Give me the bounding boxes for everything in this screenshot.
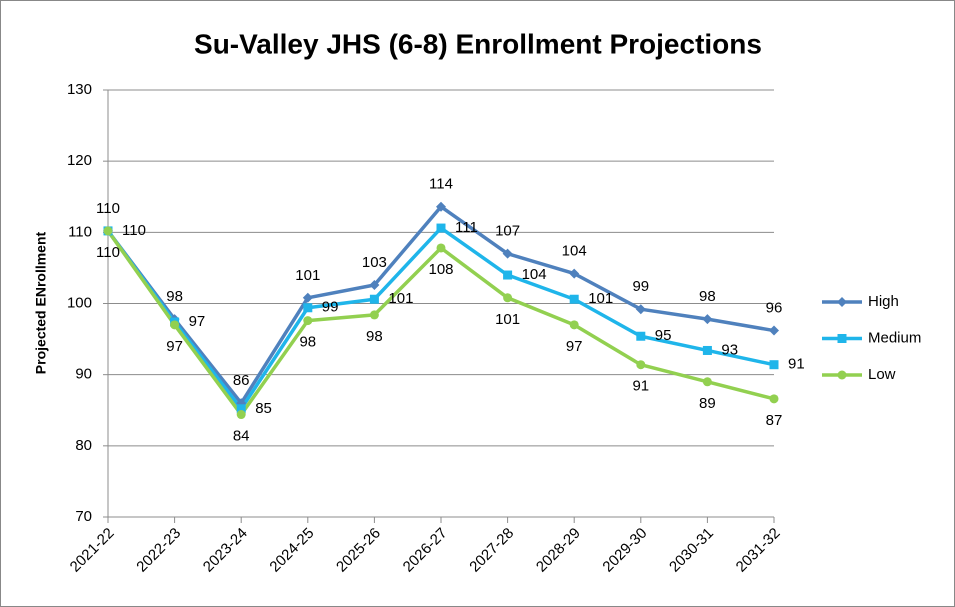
data-label: 110 [96,244,120,261]
data-label: 110 [122,222,146,239]
marker [636,331,646,341]
data-label: 99 [632,278,649,295]
data-label: 91 [632,378,649,395]
data-label: 97 [566,338,583,355]
data-label: 85 [255,400,272,417]
marker [702,377,712,387]
data-label: 108 [428,261,453,278]
data-label: 93 [721,341,738,358]
y-tick-label: 70 [75,508,92,525]
marker [236,404,246,414]
y-tick-label: 80 [75,437,92,454]
marker [103,226,113,236]
data-label: 95 [655,327,672,344]
marker [837,297,847,307]
marker [569,294,579,304]
legend-label: High [868,293,899,310]
data-label: 114 [429,176,453,193]
marker [636,360,646,370]
data-label: 96 [766,300,783,317]
marker [503,293,513,303]
marker [769,360,779,370]
marker [369,279,380,290]
legend-label: Medium [868,329,921,346]
legend-label: Low [868,366,896,383]
y-tick-label: 100 [67,294,92,311]
data-label: 98 [366,328,383,345]
marker [170,320,180,330]
marker [502,248,513,259]
marker [236,410,246,420]
marker [436,243,446,253]
marker [302,292,313,303]
marker [702,314,713,325]
marker [303,316,313,326]
data-label: 103 [362,254,387,271]
marker [436,223,446,233]
data-label: 101 [495,311,520,328]
y-tick-label: 110 [68,223,92,240]
data-label: 91 [788,356,805,373]
data-label: 111 [455,219,478,236]
data-label: 87 [766,412,783,429]
y-axis-label: Projected ENrollment [33,231,49,374]
y-tick-label: 130 [67,81,92,98]
marker [569,320,579,330]
data-label: 97 [166,338,183,355]
data-label: 89 [699,395,716,412]
marker [303,303,313,313]
marker [769,325,779,336]
data-label: 98 [699,288,716,305]
data-label: 97 [189,313,206,330]
data-label: 104 [522,266,547,283]
marker [837,334,847,343]
data-label: 98 [166,288,183,305]
data-label: 101 [295,267,320,284]
chart-title: Su-Valley JHS (6-8) Enrollment Projectio… [194,28,762,59]
data-label: 84 [233,427,250,444]
data-label: 101 [388,290,413,307]
data-label: 101 [588,290,613,307]
data-label: 98 [299,334,316,351]
marker [369,310,379,320]
data-label: 104 [562,243,587,260]
marker [769,394,779,404]
marker [436,201,446,212]
marker [569,268,580,279]
y-tick-label: 120 [67,152,92,169]
marker [837,370,847,380]
data-label: 107 [495,223,520,240]
marker [702,345,712,355]
data-label: 110 [96,200,120,217]
marker [369,294,379,304]
marker [503,270,513,280]
data-label: 86 [233,372,250,389]
y-tick-label: 90 [75,366,92,383]
data-label: 99 [322,299,339,316]
marker [635,304,646,315]
